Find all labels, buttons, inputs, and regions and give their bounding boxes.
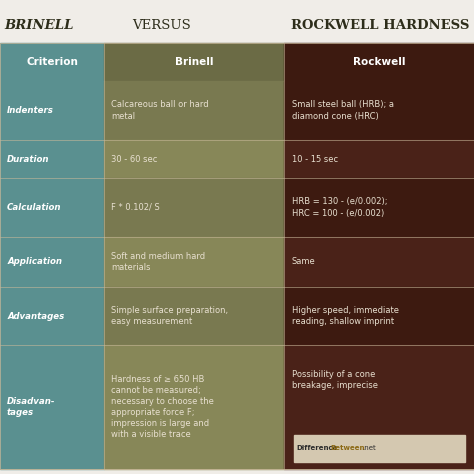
Bar: [104, 82, 284, 140]
Bar: [284, 178, 474, 237]
Bar: [284, 237, 474, 287]
Text: Higher speed, immediate
reading, shallow imprint: Higher speed, immediate reading, shallow…: [292, 306, 399, 326]
Bar: [104, 140, 284, 178]
Text: Soft and medium hard
materials: Soft and medium hard materials: [111, 252, 206, 272]
Text: Between: Between: [331, 445, 365, 451]
Bar: [284, 43, 474, 82]
Bar: [0, 140, 104, 178]
Text: Brinell: Brinell: [175, 57, 214, 67]
Text: Small steel ball (HRB); a
diamond cone (HRC): Small steel ball (HRB); a diamond cone (…: [292, 100, 393, 120]
Text: Same: Same: [292, 257, 315, 266]
Bar: [284, 287, 474, 345]
Text: Duration: Duration: [7, 155, 50, 164]
Text: Disadvan-
tages: Disadvan- tages: [7, 397, 55, 417]
Text: .net: .net: [363, 445, 376, 451]
Text: Difference: Difference: [296, 445, 337, 451]
Text: Rockwell: Rockwell: [353, 57, 405, 67]
Text: 30 - 60 sec: 30 - 60 sec: [111, 155, 158, 164]
Text: 10 - 15 sec: 10 - 15 sec: [292, 155, 337, 164]
Text: F * 0.102/ S: F * 0.102/ S: [111, 203, 160, 212]
Bar: [104, 345, 284, 469]
Bar: [284, 140, 474, 178]
Bar: [0, 178, 104, 237]
Text: Calculation: Calculation: [7, 203, 62, 212]
Bar: [104, 287, 284, 345]
Bar: [0, 287, 104, 345]
Bar: [104, 43, 284, 82]
Text: Possibility of a cone
breakage, imprecise: Possibility of a cone breakage, imprecis…: [292, 370, 377, 390]
Text: Calcareous ball or hard
metal: Calcareous ball or hard metal: [111, 100, 209, 120]
Text: ROCKWELL HARDNESS: ROCKWELL HARDNESS: [291, 19, 469, 32]
Bar: [0, 345, 104, 469]
Bar: [284, 82, 474, 140]
Bar: [0, 43, 104, 82]
Bar: [104, 237, 284, 287]
Bar: [0, 82, 104, 140]
Text: BRINELL: BRINELL: [5, 19, 74, 32]
Text: Simple surface preparation,
easy measurement: Simple surface preparation, easy measure…: [111, 306, 228, 326]
Bar: [0, 237, 104, 287]
Text: Criterion: Criterion: [26, 57, 78, 67]
Text: HRB = 130 - (e/0.002);
HRC = 100 - (e/0.002): HRB = 130 - (e/0.002); HRC = 100 - (e/0.…: [292, 198, 387, 218]
Text: Hardness of ≥ 650 HB
cannot be measured;
necessary to choose the
appropriate for: Hardness of ≥ 650 HB cannot be measured;…: [111, 375, 214, 439]
Bar: [284, 345, 474, 469]
Text: Advantages: Advantages: [7, 311, 64, 320]
Text: VERSUS: VERSUS: [132, 19, 191, 32]
Bar: [104, 178, 284, 237]
Bar: [294, 435, 465, 462]
Text: Indenters: Indenters: [7, 106, 54, 115]
Text: Application: Application: [7, 257, 62, 266]
